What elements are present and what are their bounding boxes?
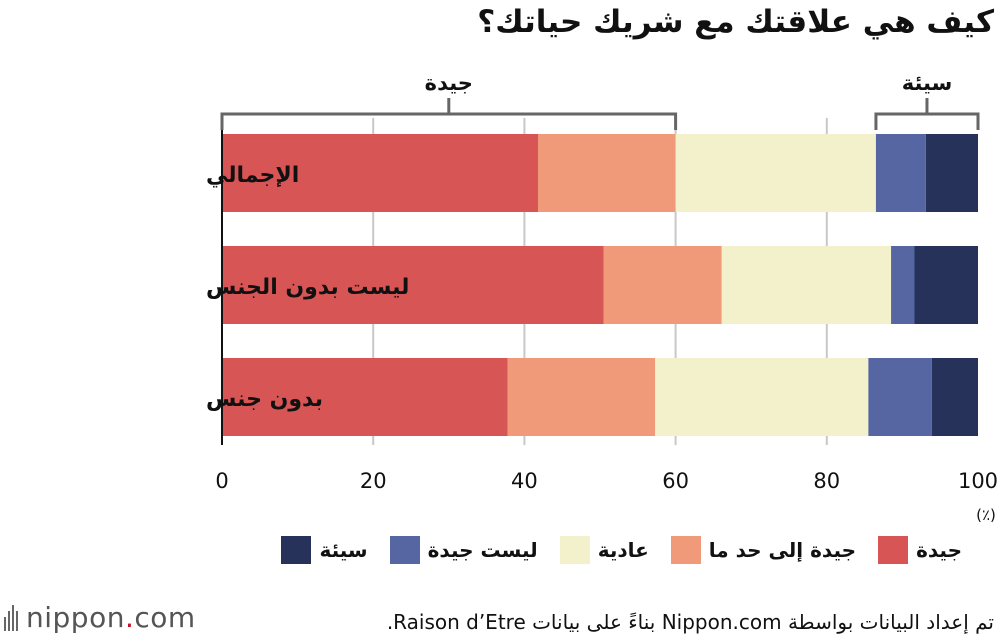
bar-segment bbox=[222, 246, 604, 324]
x-tick-label: 40 bbox=[511, 469, 538, 493]
nippon-logo: nippon. com bbox=[4, 601, 196, 634]
legend-label: سيئة bbox=[319, 538, 368, 562]
logo-suffix: com bbox=[134, 601, 196, 634]
legend-label: ليست جيدة bbox=[427, 538, 538, 562]
legend-label: عادية bbox=[597, 538, 649, 562]
legend-label: جيدة إلى حد ما bbox=[708, 538, 857, 562]
x-tick-label: 60 bbox=[662, 469, 689, 493]
legend-swatch bbox=[670, 536, 701, 564]
x-tick-label: 0 bbox=[215, 469, 228, 493]
legend-item: ليست جيدة bbox=[389, 536, 538, 564]
legend-swatch bbox=[878, 536, 909, 564]
bar-segment bbox=[721, 246, 892, 324]
category-label: الإجمالي bbox=[206, 163, 299, 188]
logo-prefix: nippon bbox=[26, 601, 125, 634]
bar-segment bbox=[868, 358, 932, 436]
logo-bars-icon bbox=[4, 604, 18, 631]
bar-segment bbox=[603, 246, 722, 324]
legend: سيئة ليست جيدة عادية جيدة إلى حد ما جيدة bbox=[281, 536, 962, 564]
logo-dot: . bbox=[124, 601, 135, 634]
chart-title: كيف هي علاقتك مع شريك حياتك؟ bbox=[477, 4, 994, 40]
bar-segment bbox=[222, 134, 539, 212]
legend-item: سيئة bbox=[281, 536, 368, 564]
bar-segment bbox=[931, 358, 978, 436]
stacked-bar-chart: الإجمالي ليست بدون الجنس بدون جنس 0 20 40 60 80… bbox=[206, 71, 998, 524]
legend-swatch bbox=[389, 536, 420, 564]
x-tick-label: 20 bbox=[360, 469, 387, 493]
legend-label: جيدة bbox=[916, 538, 962, 562]
bracket-label: سيئة bbox=[902, 71, 953, 95]
bar-segment bbox=[925, 134, 978, 212]
bar-segment bbox=[675, 134, 876, 212]
bar-segment bbox=[914, 246, 978, 324]
bar-segment bbox=[222, 358, 508, 436]
bar-segment bbox=[655, 358, 869, 436]
legend-swatch bbox=[559, 536, 590, 564]
bar-segment bbox=[875, 134, 926, 212]
bracket-line bbox=[220, 112, 678, 130]
x-tick-label: 100 bbox=[958, 469, 998, 493]
bar-segment bbox=[891, 246, 915, 324]
legend-swatch bbox=[281, 536, 312, 564]
category-label: ليست بدون الجنس bbox=[206, 275, 409, 300]
category-label: بدون جنس bbox=[206, 387, 323, 412]
bar-segment bbox=[538, 134, 676, 212]
unit-label: (٪) bbox=[976, 506, 996, 524]
legend-item: عادية bbox=[559, 536, 649, 564]
source-note: تم إعداد البيانات بواسطة Nippon.com بناء… bbox=[386, 610, 994, 634]
x-tick-label: 80 bbox=[813, 469, 840, 493]
bar-segment bbox=[507, 358, 656, 436]
bracket-line bbox=[874, 112, 980, 130]
bracket-label: جيدة bbox=[425, 71, 473, 95]
legend-item: جيدة bbox=[878, 536, 962, 564]
legend-item: جيدة إلى حد ما bbox=[670, 536, 857, 564]
